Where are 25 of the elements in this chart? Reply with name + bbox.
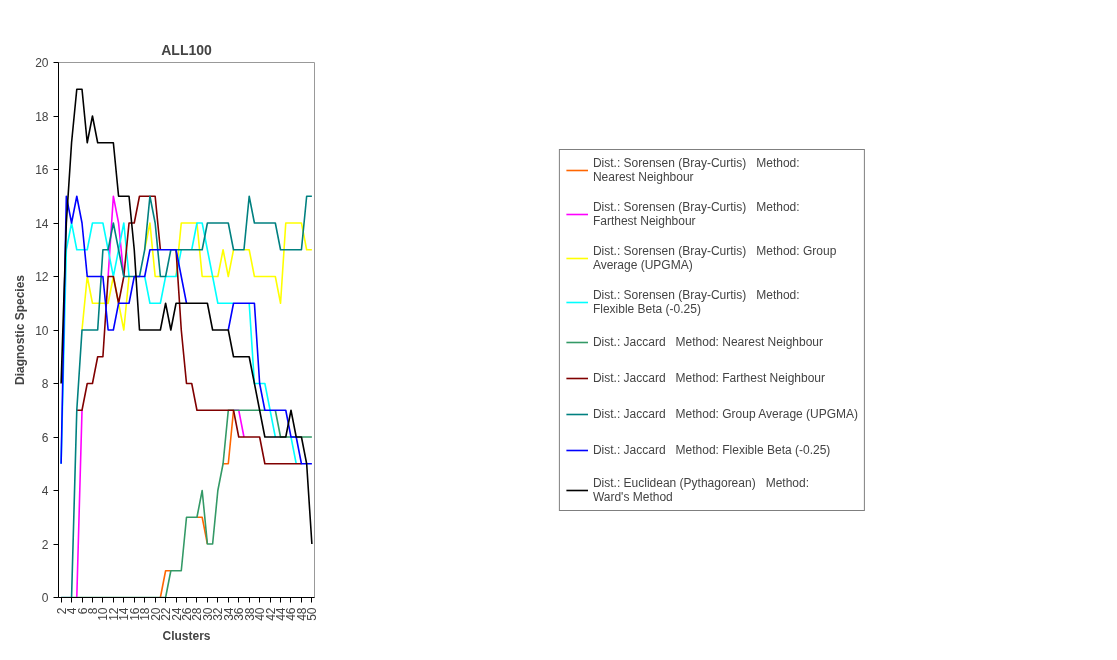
y-tick-label: 12 <box>35 270 49 284</box>
legend-label: Dist.: Sorensen (Bray-Curtis) Method: Farthest Neighbour <box>592 199 800 228</box>
y-tick-label: 8 <box>41 377 49 391</box>
y-axis-title: Diagnostic Species <box>13 274 28 386</box>
y-tick-label: 18 <box>35 109 49 124</box>
y-tick-label: 16 <box>35 163 49 177</box>
y-tick-label: 0 <box>41 591 49 605</box>
legend-label: Dist.: Sorensen (Bray-Curtis) Method: Nearest Neighbour <box>592 155 800 184</box>
y-tick-label: 14 <box>35 216 49 231</box>
legend-label: Dist.: Sorensen (Bray-Curtis) Method: Group Average (UPGMA) <box>592 243 837 272</box>
legend-label: Dist.: Sorensen (Bray-Curtis) Method: Flexible Beta (-0.25) <box>592 287 800 316</box>
y-tick-label: 4 <box>41 484 49 498</box>
legend-label: Dist.: Jaccard Method: Farthest Neighbour <box>592 370 825 385</box>
x-tick-label: 26 <box>180 607 194 621</box>
legend-label: Dist.: Euclidean (Pythagorean) Method: Ward's Method <box>592 475 810 504</box>
y-tick-label: 2 <box>41 537 49 552</box>
legend-label: Dist.: Jaccard Method: Flexible Beta (-0.25) <box>592 442 831 457</box>
legend-label: Dist.: Jaccard Method: Group Average (UPGMA) <box>592 406 859 421</box>
y-tick-label: 20 <box>35 56 49 70</box>
chart-title: ALL100 <box>161 41 212 58</box>
x-tick-label: 30 <box>200 607 215 621</box>
y-tick-label: 6 <box>41 430 49 445</box>
legend-label: Dist.: Jaccard Method: Nearest Neighbour <box>592 334 823 349</box>
x-axis-title: Clusters <box>162 628 211 643</box>
y-tick-label: 10 <box>35 323 49 338</box>
